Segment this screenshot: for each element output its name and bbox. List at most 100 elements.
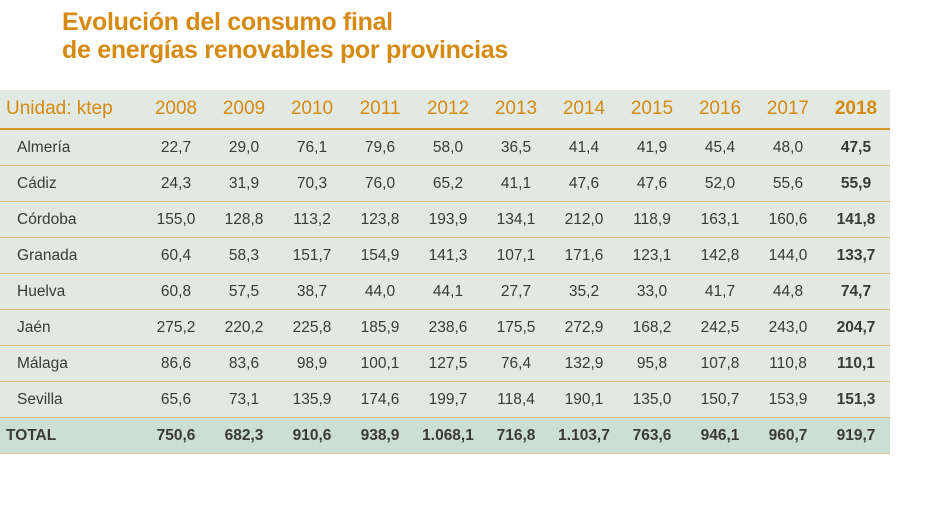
value-cell: 83,6 [228,354,260,372]
value-cell: 113,2 [293,210,331,228]
value-cell: 47,5 [840,138,872,156]
value-cell: 128,8 [224,210,264,228]
year-header: 2014 [562,98,606,119]
value-cell: 163,1 [700,210,740,228]
value-cell: 98,9 [296,354,328,372]
total-value-cell: 910,6 [292,426,332,444]
table-row: Sevilla 65,6 73,1 135,9 174,6 199,7 118,4 190,1… [0,382,890,418]
table-header-row: Unidad: ktep 2008 2009 2010 2011 2012 2013 2014… [0,90,890,130]
total-value-cell: 682,3 [224,426,264,444]
value-cell: 144,0 [768,246,808,264]
value-cell: 58,0 [432,138,464,156]
title-line-1: Evolución del consumo final [62,8,393,36]
table-row: Córdoba 155,0 128,8 113,2 123,8 193,9 134,1 212… [0,202,890,238]
province-name: Almería [17,138,71,156]
value-cell: 151,3 [836,390,876,408]
value-cell: 60,8 [160,282,192,300]
province-name: Málaga [17,354,68,372]
value-cell: 204,7 [836,318,876,336]
year-header: 2015 [630,98,674,119]
total-value-cell: 716,8 [496,426,536,444]
value-cell: 95,8 [636,354,668,372]
value-cell: 55,6 [772,174,804,192]
year-header: 2016 [698,98,742,119]
value-cell: 44,0 [364,282,396,300]
value-cell: 70,3 [296,174,328,192]
value-cell: 127,5 [428,354,468,372]
table-row: Cádiz 24,3 31,9 70,3 76,0 65,2 41,1 47,6 47,6 52,… [0,166,890,202]
value-cell: 44,1 [432,282,464,300]
value-cell: 242,5 [700,318,740,336]
value-cell: 110,8 [769,354,807,372]
year-header: 2008 [154,98,198,119]
value-cell: 74,7 [840,282,872,300]
value-cell: 275,2 [156,318,196,336]
total-row: TOTAL 750,6 682,3 910,6 938,9 1.068,1 716,8 1.1… [0,418,890,454]
value-cell: 185,9 [360,318,400,336]
value-cell: 243,0 [768,318,808,336]
value-cell: 65,6 [160,390,192,408]
value-cell: 41,7 [704,282,736,300]
value-cell: 150,7 [700,390,740,408]
value-cell: 151,7 [292,246,332,264]
value-cell: 29,0 [228,138,260,156]
value-cell: 238,6 [428,318,468,336]
value-cell: 142,8 [700,246,740,264]
value-cell: 41,4 [568,138,600,156]
value-cell: 27,7 [500,282,532,300]
page-title: Evolución del consumo final de energías … [62,8,508,64]
title-line-2: de energías renovables por provincias [62,36,509,64]
value-cell: 22,7 [160,138,192,156]
total-label: TOTAL [6,426,57,444]
value-cell: 220,2 [224,318,264,336]
total-value-cell: 938,9 [360,426,400,444]
value-cell: 171,6 [564,246,604,264]
value-cell: 199,7 [428,390,468,408]
value-cell: 174,6 [360,390,400,408]
province-name: Cádiz [17,174,57,192]
value-cell: 57,5 [228,282,260,300]
value-cell: 58,3 [228,246,260,264]
value-cell: 193,9 [428,210,468,228]
value-cell: 135,0 [632,390,672,408]
year-header: 2010 [290,98,334,119]
value-cell: 47,6 [636,174,668,192]
value-cell: 155,0 [156,210,196,228]
value-cell: 123,8 [360,210,400,228]
value-cell: 154,9 [360,246,400,264]
value-cell: 73,1 [228,390,260,408]
province-name: Huelva [17,282,66,300]
value-cell: 35,2 [568,282,600,300]
value-cell: 107,1 [496,246,536,264]
province-name: Sevilla [17,390,63,408]
value-cell: 79,6 [364,138,396,156]
value-cell: 33,0 [636,282,668,300]
value-cell: 123,1 [632,246,672,264]
value-cell: 45,4 [704,138,736,156]
value-cell: 272,9 [564,318,604,336]
value-cell: 65,2 [432,174,464,192]
value-cell: 36,5 [500,138,532,156]
value-cell: 118,9 [633,210,671,228]
table-row: Granada 60,4 58,3 151,7 154,9 141,3 107,1 171,6… [0,238,890,274]
value-cell: 110,1 [837,354,875,372]
value-cell: 175,5 [496,318,536,336]
value-cell: 55,9 [840,174,872,192]
table-row: Jaén 275,2 220,2 225,8 185,9 238,6 175,5 272,9 1… [0,310,890,346]
value-cell: 132,9 [564,354,604,372]
total-value-cell: 1.103,7 [558,426,610,444]
value-cell: 212,0 [564,210,604,228]
value-cell: 41,1 [500,174,532,192]
total-value-cell: 919,7 [836,426,876,444]
year-header: 2013 [494,98,538,119]
value-cell: 153,9 [768,390,808,408]
value-cell: 48,0 [772,138,804,156]
value-cell: 225,8 [292,318,332,336]
value-cell: 44,8 [772,282,804,300]
value-cell: 38,7 [296,282,328,300]
year-header: 2012 [426,98,470,119]
total-value-cell: 960,7 [768,426,808,444]
value-cell: 76,0 [364,174,396,192]
value-cell: 31,9 [228,174,260,192]
value-cell: 76,1 [296,138,328,156]
